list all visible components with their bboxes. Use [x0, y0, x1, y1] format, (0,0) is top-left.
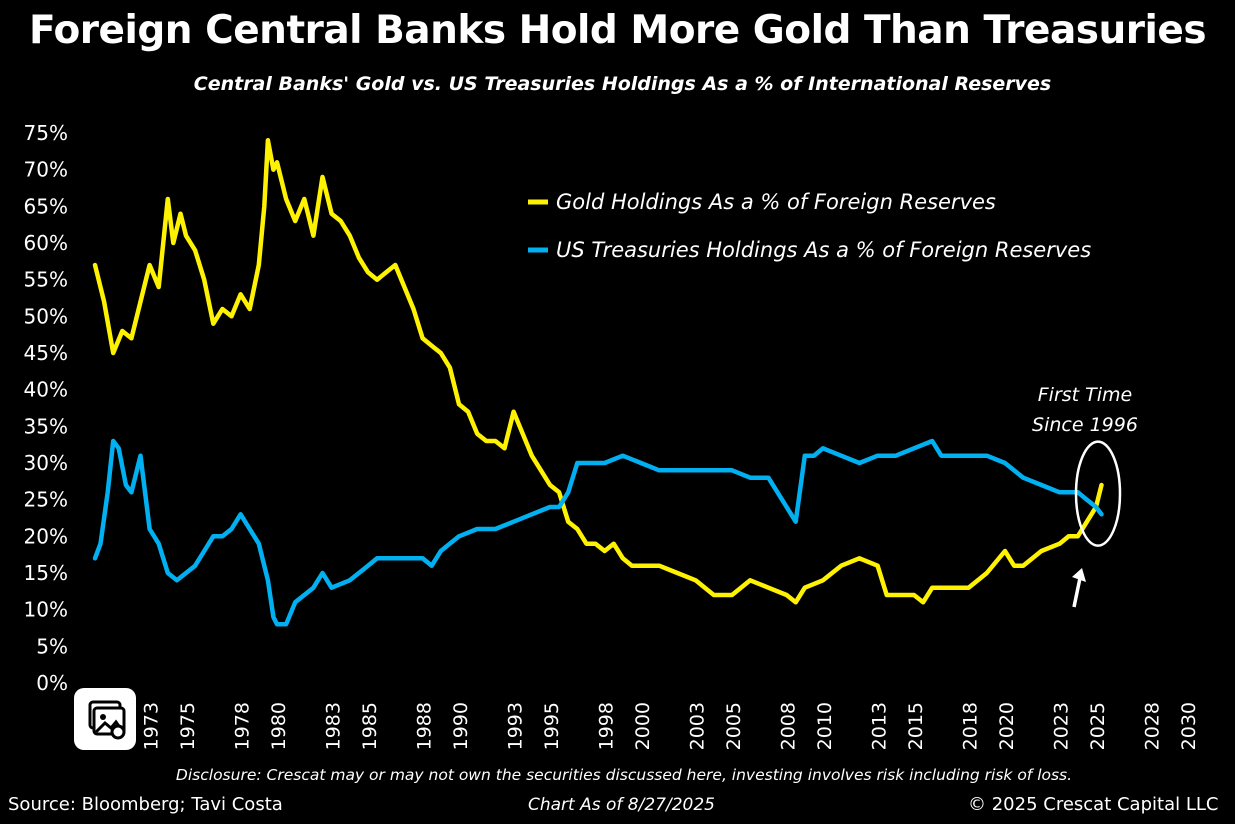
- annotation-arrow: [1072, 577, 1082, 608]
- y-tick-label: 15%: [24, 561, 68, 585]
- annotation-ellipse: [1074, 440, 1122, 547]
- y-tick-label: 20%: [24, 524, 68, 548]
- x-tick-label: 2000: [632, 702, 654, 750]
- x-tick-label: 2018: [960, 702, 982, 750]
- x-tick-label: 1978: [232, 702, 254, 750]
- y-tick-label: 25%: [24, 488, 68, 512]
- y-tick-label: 40%: [24, 378, 68, 402]
- x-tick-label: 2003: [687, 702, 709, 750]
- x-tick-label: 1990: [450, 702, 472, 750]
- y-tick-label: 30%: [24, 451, 68, 475]
- x-tick-label: 2023: [1051, 702, 1073, 750]
- x-tick-label: 2030: [1178, 702, 1200, 750]
- y-tick-label: 45%: [24, 341, 68, 365]
- disclosure-text: Disclosure: Crescat may or may not own t…: [175, 766, 1073, 784]
- legend: Gold Holdings As a % of Foreign Reserves…: [528, 190, 1091, 262]
- x-tick-label: 2020: [996, 702, 1018, 750]
- chart-date-text: Chart As of 8/27/2025: [528, 795, 715, 815]
- y-tick-label: 50%: [24, 304, 68, 328]
- y-tick-label: 60%: [24, 231, 68, 255]
- y-tick-label: 0%: [36, 671, 68, 695]
- source-text: Source: Bloomberg; Tavi Costa: [8, 794, 283, 815]
- annotation-text: First Time: [1038, 384, 1133, 406]
- x-tick-label: 1988: [414, 702, 436, 750]
- x-tick-label: 1993: [505, 702, 527, 750]
- x-tick-label: 1980: [268, 702, 290, 750]
- copy-image-icon[interactable]: [74, 688, 136, 750]
- y-tick-label: 10%: [24, 598, 68, 622]
- y-tick-label: 70%: [24, 158, 68, 182]
- x-tick-label: 2025: [1087, 702, 1109, 750]
- chart-subtitle: Central Banks' Gold vs. US Treasuries Ho…: [193, 73, 1052, 95]
- x-tick-label: 1985: [359, 702, 381, 750]
- x-tick-label: 2028: [1142, 702, 1164, 750]
- x-tick-label: 2005: [723, 702, 745, 750]
- x-tick-label: 2010: [814, 702, 836, 750]
- x-tick-label: 2008: [778, 702, 800, 750]
- y-tick-label: 65%: [24, 194, 68, 218]
- series-layer: [92, 138, 1104, 627]
- y-axis: 0% 5% 10% 15% 20% 25% 30% 35% 40% 45% 50% 55% 60% 65%…: [24, 121, 68, 695]
- treasuries-series-line: [92, 438, 1104, 627]
- annotation-text: Since 1996: [1032, 414, 1138, 436]
- annotation: First Time Since 1996: [1032, 384, 1138, 608]
- chart-title: Foreign Central Banks Hold More Gold Tha…: [28, 8, 1207, 53]
- x-tick-label: 1975: [177, 702, 199, 750]
- x-tick-label: 2015: [905, 702, 927, 750]
- legend-label: Gold Holdings As a % of Foreign Reserves: [556, 190, 996, 214]
- y-tick-label: 5%: [36, 634, 68, 658]
- legend-label: US Treasuries Holdings As a % of Foreign…: [556, 238, 1091, 262]
- x-tick-label: 1995: [541, 702, 563, 750]
- copyright-text: © 2025 Crescat Capital LLC: [968, 794, 1219, 815]
- y-tick-label: 55%: [24, 268, 68, 292]
- x-tick-label: 2013: [869, 702, 891, 750]
- y-tick-label: 35%: [24, 414, 68, 438]
- y-tick-label: 75%: [24, 121, 68, 145]
- x-tick-label: 1973: [141, 702, 163, 750]
- x-tick-label: 1998: [596, 702, 618, 750]
- x-axis: 1970197319751978198019831985198819901993…: [86, 702, 1200, 750]
- x-tick-label: 1983: [323, 702, 345, 750]
- annotation-arrow-head: [1072, 568, 1086, 582]
- gold-series-line: [92, 138, 1104, 605]
